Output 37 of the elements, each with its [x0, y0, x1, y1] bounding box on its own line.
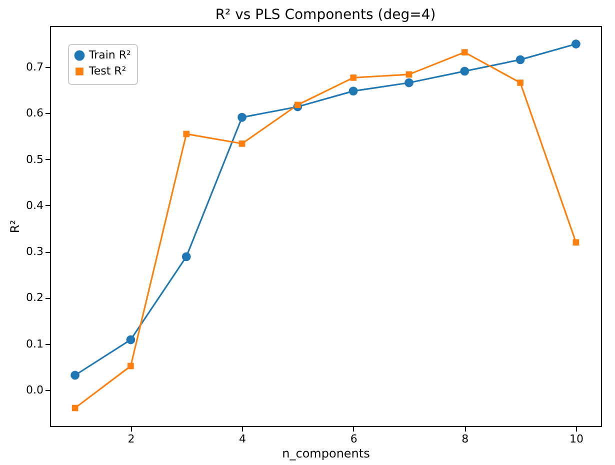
- point: [460, 66, 470, 76]
- x-tick-label: 4: [239, 432, 246, 446]
- legend-label: Train R²: [88, 48, 131, 62]
- point: [183, 130, 190, 138]
- y-tick-label: 0.2: [26, 291, 44, 304]
- point: [128, 362, 134, 370]
- point: [72, 404, 78, 412]
- x-tick-label: 8: [462, 432, 469, 446]
- point: [517, 80, 524, 86]
- point: [404, 78, 414, 88]
- y-tick-label: 0.3: [26, 245, 44, 258]
- point: [70, 370, 80, 380]
- point: [348, 86, 358, 96]
- point: [571, 40, 580, 48]
- point: [238, 140, 246, 147]
- point: [572, 239, 580, 246]
- y-axis-title: R²: [8, 220, 22, 234]
- y-tick-label: 0.5: [26, 152, 44, 166]
- chart-title: R² vs PLS Components (deg=4): [215, 7, 436, 23]
- point: [350, 74, 356, 81]
- point: [182, 252, 191, 262]
- point: [126, 335, 136, 344]
- x-tick-label: 6: [350, 432, 358, 446]
- x-tick-label: 2: [128, 432, 135, 446]
- y-tick-label: 0.0: [26, 384, 44, 397]
- y-tick-label: 0.4: [26, 198, 44, 212]
- point: [294, 102, 301, 108]
- y-tick-label: 0.1: [26, 337, 44, 350]
- y-tick-label: 0.6: [26, 106, 44, 120]
- point: [406, 71, 412, 78]
- point: [516, 55, 525, 64]
- y-tick-label: 0.7: [26, 60, 44, 74]
- point: [238, 112, 246, 122]
- legend-label: Test R²: [88, 64, 126, 78]
- x-tick-label: 10: [569, 432, 584, 446]
- x-axis-title: n_components: [282, 446, 370, 460]
- point: [461, 49, 468, 56]
